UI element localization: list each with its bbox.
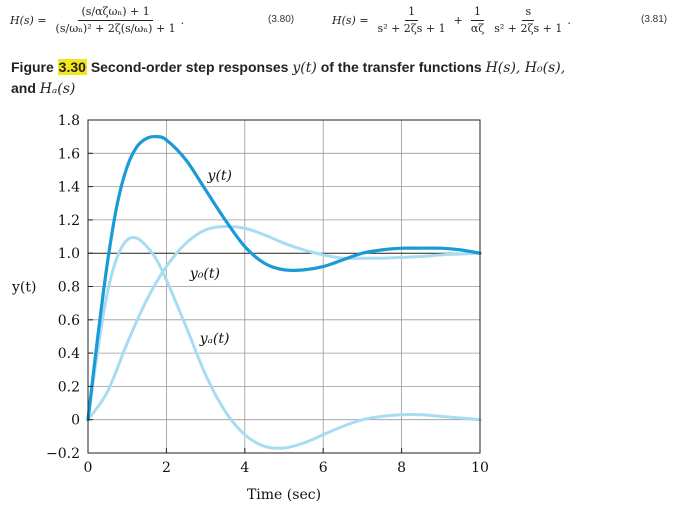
caption-and: and [11,80,36,96]
series-layer [86,134,482,450]
y-tick-label: 1.4 [58,180,80,196]
grid [88,120,480,453]
y-tick-label: 0.4 [58,346,80,362]
eq380-number: (3.80) [268,14,295,25]
y-tick-label: 1.0 [58,246,80,262]
series-label-y: y(t) [207,168,232,184]
x-tick-label: 2 [162,460,171,476]
x-axis-label: Time (sec) [247,487,321,503]
eq381-number: (3.81) [641,14,668,25]
eq381-trailer: . [567,13,571,27]
eq381-frac2-numerator: 1 [471,6,485,21]
eq381-frac3-denominator: s² + 2ζs + 1 [494,21,563,35]
eq381-frac2-denominator: αζ [470,21,485,35]
series-y-line [86,134,482,422]
y-tick-label: 0.6 [58,313,80,329]
x-tick-label: 8 [397,460,406,476]
caption-math-list: H(s), H₀(s), [485,60,566,76]
eq381-fraction-2: 1 αζ [468,6,487,34]
y-tick-label: −0.2 [46,446,80,462]
caption-figure-number: 3.30 [57,59,87,75]
series-label-yd: yₐ(t) [199,331,230,347]
x-tick-label: 6 [319,460,328,476]
x-tick-label: 10 [471,460,489,476]
equation-3-80: H(s) = (s/αζωₙ) + 1 (s/ωₙ)² + 2ζ(s/ωₙ) +… [10,6,184,34]
series-label-y0: y₀(t) [189,266,220,282]
y-tick-label: 0 [71,413,80,429]
series-y0-line [86,224,482,422]
y-tick-label: 1.8 [58,113,80,129]
eq381-plus: + [453,13,463,27]
eq380-fraction: (s/αζωₙ) + 1 (s/ωₙ)² + 2ζ(s/ωₙ) + 1 [53,6,179,34]
y-tick-label: 0.8 [58,280,80,296]
figure-caption: Figure 3.30 Second-order step responses … [11,57,651,99]
ticks: 0 2 4 6 8 101.81.61.41.21.00.80.60.40.20−0.2 [46,113,489,476]
y-axis-label: y(t) [11,280,36,296]
eq380-trailer: . [180,13,185,27]
y-tick-label: 1.2 [58,213,80,229]
eq380-numerator: (s/αζωₙ) + 1 [78,6,153,21]
caption-math-hd: Hₐ(s) [39,81,76,97]
eq381-fraction-3: s s² + 2ζs + 1 [491,6,565,34]
caption-text: Second-order step responses [90,59,289,75]
eq380-denominator: (s/ωₙ)² + 2ζ(s/ωₙ) + 1 [55,21,176,35]
y-tick-label: 1.6 [58,146,80,162]
series-yd-line [86,235,482,450]
caption-text-2: of the transfer functions [320,59,482,75]
x-tick-label: 0 [84,460,93,476]
caption-math-y: y(t) [292,60,317,76]
eq380-lhs: H(s) = [10,13,47,27]
eq381-frac3-numerator: s [522,6,535,21]
eq381-lhs: H(s) = [332,13,369,27]
y-tick-label: 0.2 [58,379,80,395]
x-tick-label: 4 [240,460,249,476]
equation-3-81: H(s) = 1 s² + 2ζs + 1 + 1 αζ s s² + 2ζs … [332,6,571,34]
eq381-frac1-numerator: 1 [405,6,419,21]
eq381-fraction-1: 1 s² + 2ζs + 1 [375,6,449,34]
series-labels: y(t) y₀(t) yₐ(t) [189,168,232,347]
eq381-frac1-denominator: s² + 2ζs + 1 [377,21,446,35]
caption-label: Figure [11,59,54,75]
